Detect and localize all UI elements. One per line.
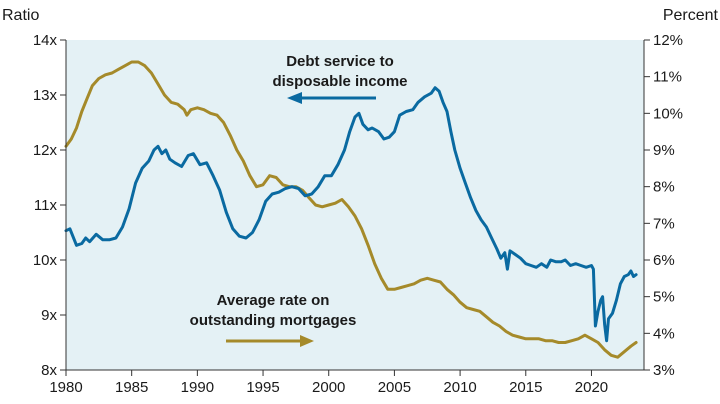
x-tick-label: 2015 xyxy=(509,379,542,396)
right-axis-title: Percent xyxy=(663,7,719,24)
x-tick-label: 2005 xyxy=(378,379,411,396)
debt-service-line xyxy=(64,86,638,343)
right-tick-label: 11% xyxy=(653,69,682,86)
left-tick-label: 10x xyxy=(33,252,58,269)
x-tick-label: 1985 xyxy=(115,379,148,396)
x-tick-label: 2020 xyxy=(575,379,608,396)
mortgage-annotation-line2: outstanding mortgages xyxy=(190,312,357,329)
mortgage-arrow-head xyxy=(300,335,314,347)
series-layer xyxy=(64,60,638,359)
plot-background xyxy=(66,40,644,370)
right-tick-label: 3% xyxy=(653,362,675,379)
left-tick-label: 11x xyxy=(34,197,58,214)
right-tick-label: 10% xyxy=(653,105,683,122)
mortgage-annotation-line1: Average rate on xyxy=(217,292,330,309)
x-tick-label: 1995 xyxy=(246,379,279,396)
left-tick-label: 9x xyxy=(41,307,57,324)
x-tick-label: 2000 xyxy=(312,379,345,396)
right-tick-label: 6% xyxy=(653,252,675,269)
left-tick-label: 8x xyxy=(41,362,57,379)
right-tick-label: 4% xyxy=(653,325,675,342)
debt-service-annotation-line1: Debt service to xyxy=(286,53,394,70)
left-axis-title: Ratio xyxy=(2,7,39,24)
left-tick-label: 14x xyxy=(33,32,58,49)
debt-service-annotation-line2: disposable income xyxy=(272,73,407,90)
x-tick-label: 1990 xyxy=(181,379,214,396)
left-tick-label: 13x xyxy=(33,87,58,104)
x-tick-label: 2010 xyxy=(443,379,476,396)
left-tick-label: 12x xyxy=(33,142,58,159)
mortgage-rate-line xyxy=(64,60,638,359)
x-tick-label: 1980 xyxy=(49,379,82,396)
right-tick-label: 8% xyxy=(653,179,675,196)
debt-service-arrow-head xyxy=(287,92,302,104)
right-tick-label: 7% xyxy=(653,215,675,232)
right-tick-label: 9% xyxy=(653,142,675,159)
axes: 8x 9x 10x 11x 12x 13x 14x 3% 4% 5% 6% 7% 8% 9% 10% 11% 1… xyxy=(33,32,683,396)
right-tick-label: 5% xyxy=(653,289,675,306)
right-tick-label: 12% xyxy=(653,32,683,49)
